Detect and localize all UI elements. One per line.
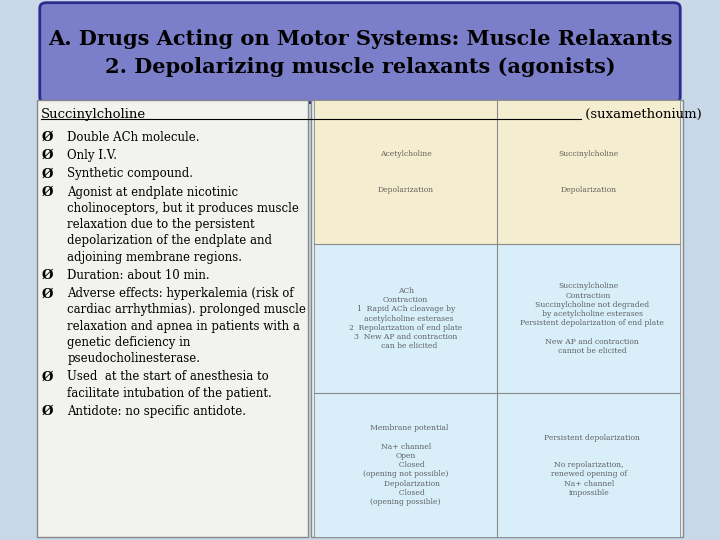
- Bar: [498, 393, 680, 537]
- Text: A. Drugs Acting on Motor Systems: Muscle Relaxants: A. Drugs Acting on Motor Systems: Muscle…: [48, 29, 672, 49]
- Bar: [314, 244, 498, 393]
- Bar: [498, 100, 680, 244]
- Text: Persistent depolarization


No repolarization,
renewed opening of
Na+ channel
im: Persistent depolarization No repolarizat…: [537, 434, 640, 497]
- Text: cholinoceptors, but it produces muscle: cholinoceptors, but it produces muscle: [67, 202, 299, 215]
- Text: relaxation and apnea in patients with a: relaxation and apnea in patients with a: [67, 320, 300, 333]
- Text: genetic deficiency in: genetic deficiency in: [67, 336, 191, 349]
- Text: Succinylcholine



Depolarization: Succinylcholine Depolarization: [559, 150, 619, 194]
- Text: Ø: Ø: [42, 149, 53, 162]
- Text: Succinylcholine
Contraction
   Succinylcholine not degraded
   by acetylcholine : Succinylcholine Contraction Succinylchol…: [513, 282, 664, 355]
- Text: Ø: Ø: [42, 186, 53, 199]
- Text: relaxation due to the persistent: relaxation due to the persistent: [67, 218, 255, 231]
- Text: Ø: Ø: [42, 269, 53, 282]
- Text: Ø: Ø: [42, 405, 53, 418]
- Text: Used  at the start of anesthesia to: Used at the start of anesthesia to: [67, 370, 269, 383]
- FancyBboxPatch shape: [30, 0, 690, 540]
- Text: Double ACh molecule.: Double ACh molecule.: [67, 131, 199, 144]
- Text: facilitate intubation of the patient.: facilitate intubation of the patient.: [67, 387, 272, 400]
- Text: Ø: Ø: [42, 287, 53, 300]
- Text: pseudocholinesterase.: pseudocholinesterase.: [67, 352, 200, 365]
- Bar: [314, 100, 498, 244]
- Text: Ø: Ø: [42, 131, 53, 144]
- Text: Adverse effects: hyperkalemia (risk of: Adverse effects: hyperkalemia (risk of: [67, 287, 294, 300]
- Text: (suxamethonium): (suxamethonium): [581, 108, 702, 121]
- Text: Membrane potential

Na+ channel
Open
     Closed
(opening not possible)
     Dep: Membrane potential Na+ channel Open Clos…: [363, 424, 449, 506]
- Text: ACh
Contraction
1  Rapid ACh cleavage by
   acetylcholine esterases
2  Repolariz: ACh Contraction 1 Rapid ACh cleavage by …: [349, 287, 462, 350]
- Text: Antidote: no specific antidote.: Antidote: no specific antidote.: [67, 405, 246, 418]
- FancyBboxPatch shape: [40, 3, 680, 103]
- Text: Acetylcholine



Depolarization: Acetylcholine Depolarization: [378, 150, 434, 194]
- Bar: [311, 100, 683, 537]
- Text: Agonist at endplate nicotinic: Agonist at endplate nicotinic: [67, 186, 238, 199]
- Text: cardiac arrhythmias). prolonged muscle: cardiac arrhythmias). prolonged muscle: [67, 303, 306, 316]
- Bar: [314, 393, 498, 537]
- Text: Ø: Ø: [42, 167, 53, 180]
- Text: depolarization of the endplate and: depolarization of the endplate and: [67, 234, 272, 247]
- Bar: [37, 100, 307, 537]
- Text: 2. Depolarizing muscle relaxants (agonists): 2. Depolarizing muscle relaxants (agonis…: [104, 57, 616, 77]
- Text: Duration: about 10 min.: Duration: about 10 min.: [67, 269, 210, 282]
- Text: adjoining membrane regions.: adjoining membrane regions.: [67, 251, 242, 264]
- Text: Only I.V.: Only I.V.: [67, 149, 117, 162]
- Text: Succinylcholine: Succinylcholine: [41, 108, 146, 121]
- Text: Synthetic compound.: Synthetic compound.: [67, 167, 193, 180]
- Text: Ø: Ø: [42, 370, 53, 383]
- Bar: [498, 244, 680, 393]
